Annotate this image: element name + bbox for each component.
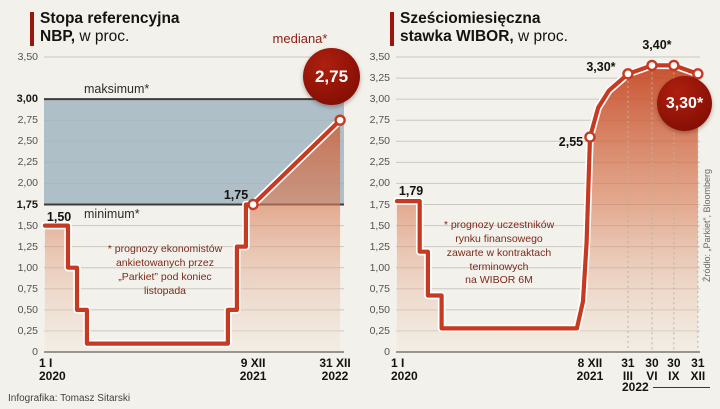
wibor-chart-title-text: Sześciomiesięczna stawka WIBOR, w proc. xyxy=(400,10,568,46)
area-fill xyxy=(44,120,341,352)
data-point-marker xyxy=(646,59,658,72)
title-line: Stopa referencyjna xyxy=(40,10,180,28)
data-point-marker xyxy=(247,198,259,211)
title-line: stawka WIBOR, w proc. xyxy=(400,28,568,46)
wibor-end-value: 3,30* xyxy=(665,94,704,112)
title-line: NBP, w proc. xyxy=(40,28,180,46)
title-bold: Stopa referencyjna xyxy=(40,10,180,27)
data-point-marker xyxy=(692,68,704,80)
rate-line xyxy=(394,63,701,331)
title-bold: NBP, xyxy=(40,27,76,45)
source-note: Źródło: „Parkiet”, Bloomberg xyxy=(702,168,712,282)
data-point-marker xyxy=(622,68,634,80)
title-accent-bar xyxy=(390,12,394,46)
infographic-credit: Infografika: Tomasz Sitarski xyxy=(8,393,131,404)
title-bold: stawka WIBOR, xyxy=(400,27,514,45)
data-point-marker xyxy=(584,131,596,143)
data-point-marker xyxy=(334,114,346,126)
nbp-median-badge: 2,75 xyxy=(303,48,360,105)
rate-line xyxy=(42,118,343,346)
bracket-line xyxy=(652,386,710,388)
area-fill xyxy=(396,65,698,353)
nbp-chart-title: Stopa referencyjna NBP, w proc. xyxy=(30,10,180,46)
wibor-footnote: * prognozy uczestników rynku finansowego… xyxy=(443,219,555,287)
nbp-chart-title-text: Stopa referencyjna NBP, w proc. xyxy=(40,10,180,46)
title-regular: w proc. xyxy=(75,27,130,45)
title-bold: Sześciomiesięczna xyxy=(400,10,541,27)
maksimum-label: maksimum* xyxy=(84,82,150,96)
wibor-end-badge: 3,30* xyxy=(657,76,712,131)
year-2022-bracket: 2022 xyxy=(622,380,710,394)
mediana-label: mediana* xyxy=(272,31,328,46)
title-accent-bar xyxy=(30,12,34,46)
wibor-chart-title: Sześciomiesięczna stawka WIBOR, w proc. xyxy=(390,10,568,46)
nbp-footnote: * prognozy ekonomistów ankietowanych prz… xyxy=(107,243,223,297)
title-line: Sześciomiesięczna xyxy=(400,10,568,28)
title-regular: w proc. xyxy=(513,27,568,45)
year-2022-label: 2022 xyxy=(622,380,649,394)
nbp-median-value: 2,75 xyxy=(314,66,349,86)
data-point-marker xyxy=(668,59,680,72)
minimum-label: minimum* xyxy=(84,207,140,221)
